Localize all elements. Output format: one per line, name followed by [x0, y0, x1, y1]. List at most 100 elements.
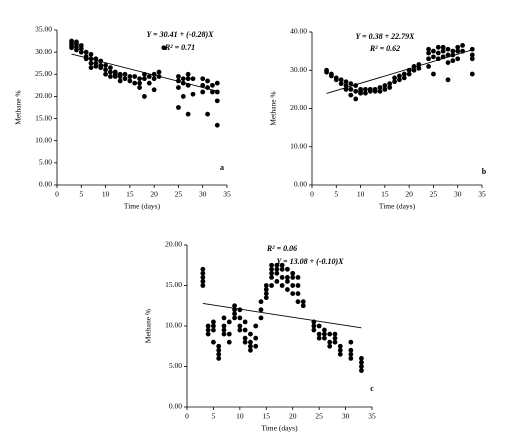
point — [205, 323, 211, 329]
point — [248, 343, 253, 349]
point — [431, 48, 436, 54]
point — [348, 86, 354, 92]
point — [237, 323, 243, 329]
point — [232, 303, 237, 309]
x-tick-label: 0 — [55, 190, 59, 199]
point — [329, 73, 334, 79]
point — [226, 339, 232, 345]
annotation: Y = 30.41 + (-0.28)X — [146, 30, 214, 39]
point — [348, 92, 354, 98]
point — [69, 45, 74, 51]
point — [295, 275, 301, 280]
fit-line — [71, 53, 218, 92]
point — [108, 74, 113, 79]
point — [214, 80, 220, 86]
x-tick-label: 10 — [236, 412, 244, 421]
point — [392, 79, 397, 85]
y-tick-label: 0.00 — [169, 402, 182, 411]
point — [180, 94, 186, 99]
point — [258, 315, 264, 321]
x-tick-label: 5 — [334, 190, 338, 199]
x-tick-label: 20 — [150, 190, 158, 199]
point — [176, 105, 181, 110]
point — [221, 331, 227, 337]
point — [359, 360, 364, 365]
point — [103, 71, 108, 77]
point — [377, 88, 383, 94]
point — [322, 331, 327, 337]
point — [185, 111, 191, 117]
point — [78, 49, 84, 55]
point — [211, 319, 216, 325]
point — [258, 299, 264, 305]
point — [237, 315, 243, 321]
annotation: R² = 0.71 — [164, 43, 195, 52]
point — [455, 48, 461, 54]
point — [103, 63, 108, 68]
y-tick-label: 25.00 — [35, 69, 52, 78]
y-tick-label: 5.00 — [39, 158, 52, 167]
point — [83, 49, 89, 55]
point — [274, 270, 280, 276]
point — [440, 48, 446, 54]
point — [450, 58, 456, 64]
x-tick-label: 15 — [126, 190, 134, 199]
point — [359, 356, 364, 361]
y-tick-label: 40.00 — [290, 27, 307, 36]
point — [382, 86, 388, 92]
point — [327, 343, 333, 349]
point — [311, 327, 317, 333]
point — [269, 283, 274, 288]
point — [253, 323, 259, 329]
annotation: R² = 0.06 — [266, 244, 297, 253]
y-axis-label: Methane % — [14, 90, 23, 124]
point — [74, 47, 79, 53]
point — [316, 323, 322, 329]
point — [190, 91, 196, 97]
point — [200, 266, 206, 272]
point — [338, 81, 344, 87]
fit-line — [326, 49, 473, 94]
point — [127, 78, 133, 84]
y-tick-label: 15.00 — [165, 280, 182, 289]
point — [285, 279, 290, 284]
point — [200, 76, 206, 82]
point — [205, 331, 211, 337]
x-tick-label: 10 — [102, 190, 110, 199]
point — [285, 275, 290, 280]
point — [285, 266, 290, 272]
point — [435, 44, 441, 50]
x-tick-label: 25 — [430, 190, 438, 199]
point — [469, 56, 475, 62]
point — [377, 85, 383, 90]
point — [248, 347, 253, 353]
y-tick-label: 0.00 — [39, 180, 52, 189]
point — [431, 54, 436, 60]
point — [176, 85, 181, 90]
point — [337, 351, 343, 357]
point — [359, 368, 364, 373]
point — [248, 331, 253, 337]
point — [406, 71, 412, 77]
x-tick-label: 35 — [223, 190, 231, 199]
point — [88, 60, 94, 66]
x-tick-label: 35 — [478, 190, 486, 199]
point — [316, 331, 322, 337]
point — [221, 327, 227, 333]
point — [274, 262, 280, 268]
point — [200, 283, 206, 288]
annotation: Y = 13.08 + (-0.10)X — [276, 257, 344, 266]
point — [300, 303, 306, 309]
point — [290, 291, 296, 296]
point — [211, 339, 216, 345]
x-tick-label: 10 — [357, 190, 365, 199]
x-tick-label: 15 — [381, 190, 389, 199]
point — [333, 77, 339, 83]
point — [205, 78, 210, 84]
point — [401, 71, 407, 77]
point — [311, 323, 317, 329]
point — [435, 50, 441, 56]
point — [161, 45, 167, 51]
point — [214, 89, 220, 95]
point — [332, 331, 338, 337]
